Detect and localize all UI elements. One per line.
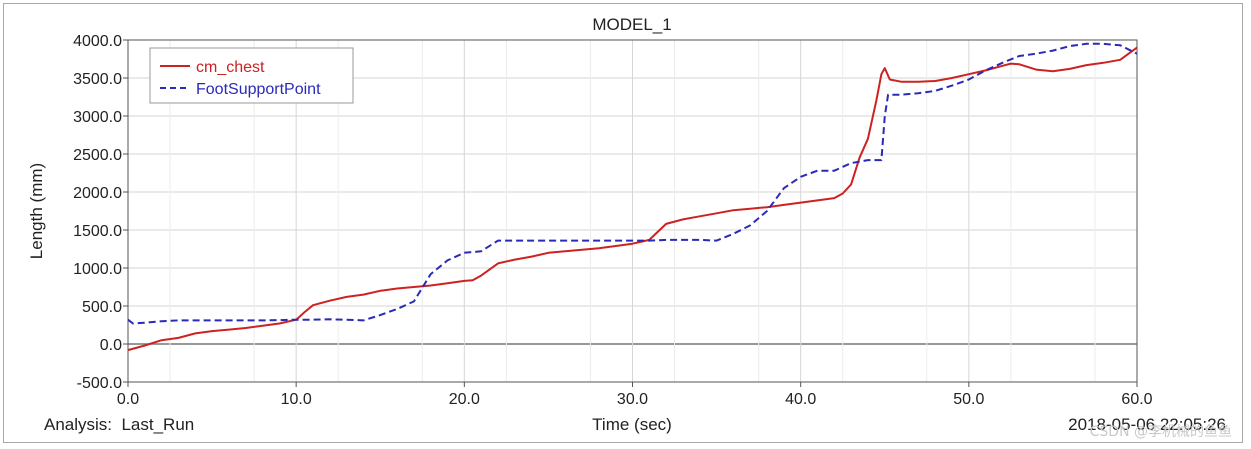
y-tick-label: 2000.0 [73, 185, 122, 202]
analysis-label: Analysis: Last_Run [44, 415, 194, 434]
legend-box [149, 47, 354, 104]
x-tick-label: 20.0 [449, 391, 480, 408]
x-axis-label: Time (sec) [592, 415, 672, 434]
y-tick-label: 2500.0 [73, 147, 122, 164]
timestamp-label: 2018-05-06 22:05:26 [1068, 415, 1226, 434]
x-tick-label: 50.0 [953, 391, 984, 408]
y-tick-label: 1000.0 [73, 261, 122, 278]
y-axis-label: Length (mm) [27, 163, 46, 259]
y-tick-label: 500.0 [82, 299, 122, 316]
legend: cm_chest FootSupportPoint [149, 47, 354, 104]
y-tick-label: 4000.0 [73, 33, 122, 50]
x-tick-label: 0.0 [117, 391, 139, 408]
chart-title: MODEL_1 [592, 15, 671, 34]
y-tick-label: 1500.0 [73, 223, 122, 240]
legend-label-cm_chest: cm_chest [196, 59, 265, 76]
x-tick-label: 10.0 [281, 391, 312, 408]
y-axis: -500.0 0.0 500.0 1000.0 1500.0 2000.0 2500.0 30… [73, 33, 128, 392]
y-tick-label: 3500.0 [73, 71, 122, 88]
x-tick-label: 30.0 [617, 391, 648, 408]
series-group [127, 42, 1138, 352]
x-axis: 0.0 10.0 20.0 30.0 40.0 50.0 60.0 [117, 382, 1153, 408]
y-tick-label: 0.0 [100, 337, 122, 354]
series-line-FootSupportPoint [127, 42, 1138, 325]
y-tick-label: 3000.0 [73, 109, 122, 126]
series-line-cm_chest [127, 46, 1138, 352]
x-tick-label: 60.0 [1121, 391, 1152, 408]
legend-label-FootSupportPoint: FootSupportPoint [196, 81, 321, 98]
y-tick-label: -500.0 [77, 375, 122, 392]
x-tick-label: 40.0 [785, 391, 816, 408]
watermark: CSDN @李机械的鱼鱼 [1090, 423, 1232, 440]
